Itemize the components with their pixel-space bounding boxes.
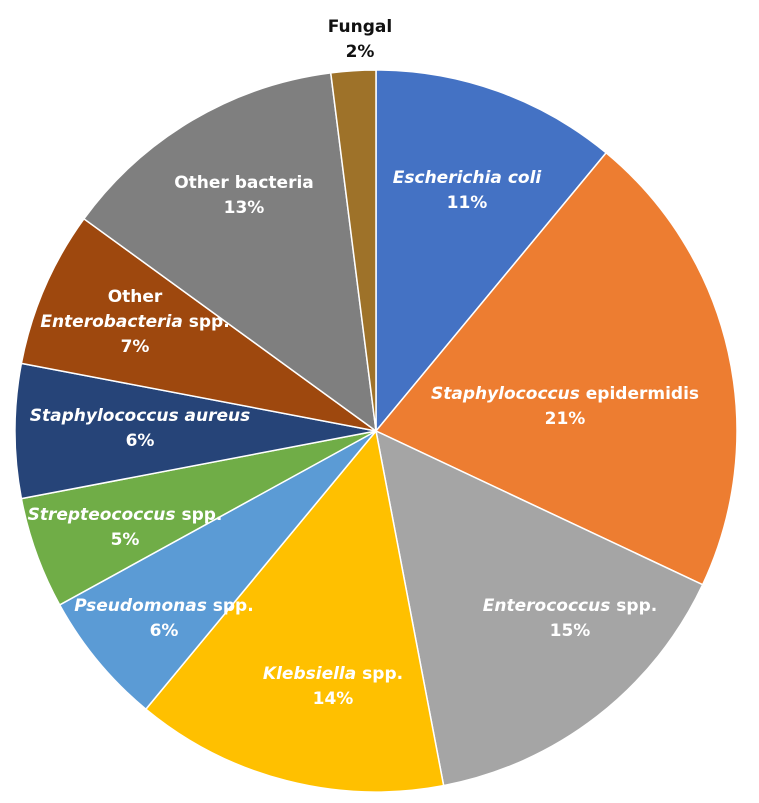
slice-label-plain-9: Fungal bbox=[328, 17, 392, 37]
slice-label-italic-7: Enterobacteria bbox=[40, 312, 183, 332]
slice-label-pct-6: 6% bbox=[126, 431, 155, 451]
slice-label-plain-3: spp. bbox=[356, 664, 403, 684]
pie-slice-7 bbox=[20, 217, 377, 432]
slice-label-pct-7: 7% bbox=[121, 337, 150, 357]
slice-label-italic-6: Staphylococcus aureus bbox=[30, 406, 250, 426]
slice-label-name-9: Fungal bbox=[328, 17, 392, 37]
slice-label-plain-2: spp. bbox=[610, 596, 657, 616]
pie-slice-1 bbox=[374, 151, 738, 586]
pie-slices bbox=[14, 69, 738, 793]
slice-label-pct-5: 5% bbox=[111, 530, 140, 550]
slice-label-italic-3: Klebsiella bbox=[263, 664, 356, 684]
slice-label-name-5: Strepteococcus spp. bbox=[28, 505, 223, 525]
slice-label-pct-9: 2% bbox=[346, 42, 375, 62]
slice-label-plain-7: spp. bbox=[183, 312, 230, 332]
slice-label-pct-8: 13% bbox=[224, 198, 265, 218]
slice-label-plain-8: Other bacteria bbox=[174, 173, 314, 193]
pie-slice-6 bbox=[14, 362, 377, 500]
slice-label-italic-0: Escherichia coli bbox=[393, 168, 543, 188]
pie-slice-0 bbox=[375, 69, 608, 434]
pie-labels: Escherichia coli 11% Staphylococcus epider… bbox=[28, 17, 699, 709]
pie-slice-3 bbox=[144, 429, 445, 793]
slice-label-name-0: Escherichia coli bbox=[393, 168, 543, 188]
slice-label-name-4: Pseudomonas spp. bbox=[74, 596, 253, 616]
slice-label-name-6: Staphylococcus aureus bbox=[30, 406, 250, 426]
slice-label-italic-2: Enterococcus bbox=[483, 596, 611, 616]
slice-label-italic-1: Staphylococcus bbox=[431, 384, 580, 404]
slice-label-pct-0: 11% bbox=[447, 193, 488, 213]
slice-label-prefix-7: Other bbox=[108, 287, 163, 307]
slice-label-name-7: Enterobacteria spp. bbox=[40, 312, 229, 332]
pie-slice-2 bbox=[374, 429, 704, 787]
slice-label-italic-4: Pseudomonas bbox=[74, 596, 207, 616]
pie-slice-9 bbox=[329, 69, 377, 432]
slice-label-italic-5: Strepteococcus bbox=[28, 505, 176, 525]
slice-label-pct-1: 21% bbox=[545, 409, 586, 429]
slice-label-name-3: Klebsiella spp. bbox=[263, 664, 403, 684]
slice-label-name-1: Staphylococcus epidermidis bbox=[431, 384, 699, 404]
slice-label-plain-1: epidermidis bbox=[580, 384, 699, 404]
slice-label-pct-4: 6% bbox=[150, 621, 179, 641]
slice-label-pct-2: 15% bbox=[550, 621, 591, 641]
pie-slice-8 bbox=[82, 72, 377, 433]
slice-label-pct-3: 14% bbox=[313, 689, 354, 709]
slice-label-name-8: Other bacteria bbox=[174, 173, 314, 193]
pie-slice-4 bbox=[58, 430, 377, 711]
slice-label-plain-5: spp. bbox=[176, 505, 223, 525]
slice-label-plain-4: spp. bbox=[207, 596, 254, 616]
slice-label-name-2: Enterococcus spp. bbox=[483, 596, 657, 616]
